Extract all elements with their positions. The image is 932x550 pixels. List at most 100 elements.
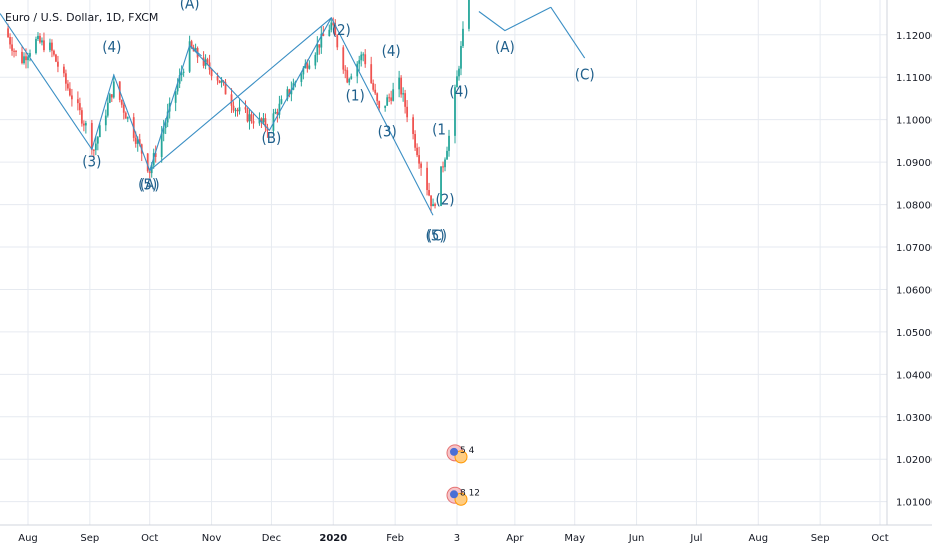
candle[interactable]	[286, 86, 289, 102]
candle[interactable]	[39, 33, 41, 44]
candle[interactable]	[182, 68, 185, 77]
candle[interactable]	[146, 152, 149, 173]
candle[interactable]	[384, 105, 387, 112]
candle[interactable]	[53, 49, 55, 57]
candle[interactable]	[94, 136, 97, 156]
candle[interactable]	[372, 79, 375, 92]
candle[interactable]	[388, 93, 391, 103]
wave-line[interactable]	[478, 6, 552, 32]
candle[interactable]	[9, 33, 11, 49]
candle[interactable]	[262, 113, 265, 125]
candle[interactable]	[446, 146, 448, 160]
candle[interactable]	[430, 195, 432, 213]
candle[interactable]	[318, 44, 321, 55]
x-tick-label[interactable]: Aug	[749, 533, 769, 544]
time-axis[interactable]: Aug Sep Oct Nov Dec 2020 Feb 3 Apr May Jun Jul Aug Se…	[18, 533, 888, 544]
candle[interactable]	[122, 102, 125, 120]
x-tick-label[interactable]: 2020	[319, 533, 347, 544]
candle[interactable]	[456, 70, 458, 88]
x-tick-label[interactable]: Sep	[811, 533, 830, 544]
candle[interactable]	[110, 94, 113, 102]
candle[interactable]	[378, 100, 381, 112]
candle[interactable]	[162, 119, 165, 142]
candle[interactable]	[350, 73, 353, 80]
x-tick-label[interactable]: Oct	[141, 533, 158, 544]
candle[interactable]	[80, 107, 83, 127]
candle[interactable]	[434, 202, 436, 209]
x-tick-label[interactable]: Aug	[18, 533, 38, 544]
candle[interactable]	[356, 61, 359, 84]
candle[interactable]	[376, 92, 379, 105]
candle[interactable]	[448, 129, 450, 157]
candle[interactable]	[244, 100, 247, 113]
candle[interactable]	[82, 120, 85, 132]
candle[interactable]	[174, 90, 177, 112]
candle[interactable]	[250, 111, 253, 124]
candle[interactable]	[92, 149, 95, 159]
candle[interactable]	[218, 80, 221, 84]
candle[interactable]	[108, 92, 111, 104]
candle[interactable]	[334, 19, 337, 36]
candle[interactable]	[414, 130, 416, 151]
candle[interactable]	[420, 161, 422, 176]
candle[interactable]	[78, 97, 81, 115]
candle[interactable]	[41, 37, 43, 46]
candle[interactable]	[468, 0, 470, 32]
x-tick-label[interactable]: Apr	[506, 533, 524, 544]
candle[interactable]	[416, 143, 418, 158]
candle[interactable]	[440, 166, 442, 207]
candle[interactable]	[322, 26, 325, 37]
wave-line[interactable]	[189, 44, 202, 57]
candle[interactable]	[428, 182, 430, 197]
candle[interactable]	[374, 83, 377, 96]
x-tick-label[interactable]: Jun	[628, 533, 645, 544]
candle[interactable]	[106, 95, 109, 118]
wave-lines[interactable]	[0, 6, 586, 216]
candle[interactable]	[426, 161, 428, 196]
candle[interactable]	[188, 35, 191, 74]
candle[interactable]	[362, 52, 365, 62]
candle[interactable]	[84, 120, 87, 134]
candle[interactable]	[346, 67, 349, 84]
event-marker[interactable]: 8 12	[446, 486, 480, 506]
candle[interactable]	[65, 69, 67, 91]
candle[interactable]	[67, 79, 69, 91]
candle[interactable]	[210, 68, 213, 81]
candle[interactable]	[21, 46, 23, 65]
x-tick-label[interactable]: Dec	[262, 533, 281, 544]
candle[interactable]	[252, 113, 255, 129]
candle[interactable]	[55, 53, 57, 63]
candle[interactable]	[49, 38, 51, 53]
candle[interactable]	[462, 21, 464, 49]
candle[interactable]	[13, 48, 15, 58]
candle[interactable]	[280, 95, 283, 105]
candle[interactable]	[154, 145, 157, 163]
candle[interactable]	[364, 49, 367, 68]
candle[interactable]	[238, 99, 241, 115]
candle[interactable]	[432, 198, 434, 207]
candle[interactable]	[124, 111, 127, 119]
candle[interactable]	[224, 79, 227, 95]
candle[interactable]	[29, 49, 31, 62]
wave-line[interactable]	[550, 6, 586, 59]
candle[interactable]	[320, 26, 323, 54]
candle[interactable]	[15, 50, 17, 57]
candle[interactable]	[51, 39, 53, 58]
candle[interactable]	[406, 100, 409, 123]
candle[interactable]	[316, 36, 319, 63]
candle[interactable]	[98, 123, 101, 138]
candle[interactable]	[336, 34, 339, 51]
candle[interactable]	[454, 84, 456, 144]
x-tick-label[interactable]: 3	[454, 533, 460, 544]
x-tick-label[interactable]: Jul	[689, 533, 702, 544]
candle[interactable]	[236, 107, 239, 117]
x-tick-label[interactable]: Feb	[386, 533, 404, 544]
candle[interactable]	[230, 88, 233, 113]
candle[interactable]	[120, 99, 123, 108]
candle[interactable]	[234, 107, 237, 117]
candle[interactable]	[76, 91, 79, 111]
candle[interactable]	[248, 109, 251, 130]
candle[interactable]	[63, 63, 65, 78]
candle[interactable]	[96, 135, 99, 151]
candle[interactable]	[232, 101, 235, 113]
